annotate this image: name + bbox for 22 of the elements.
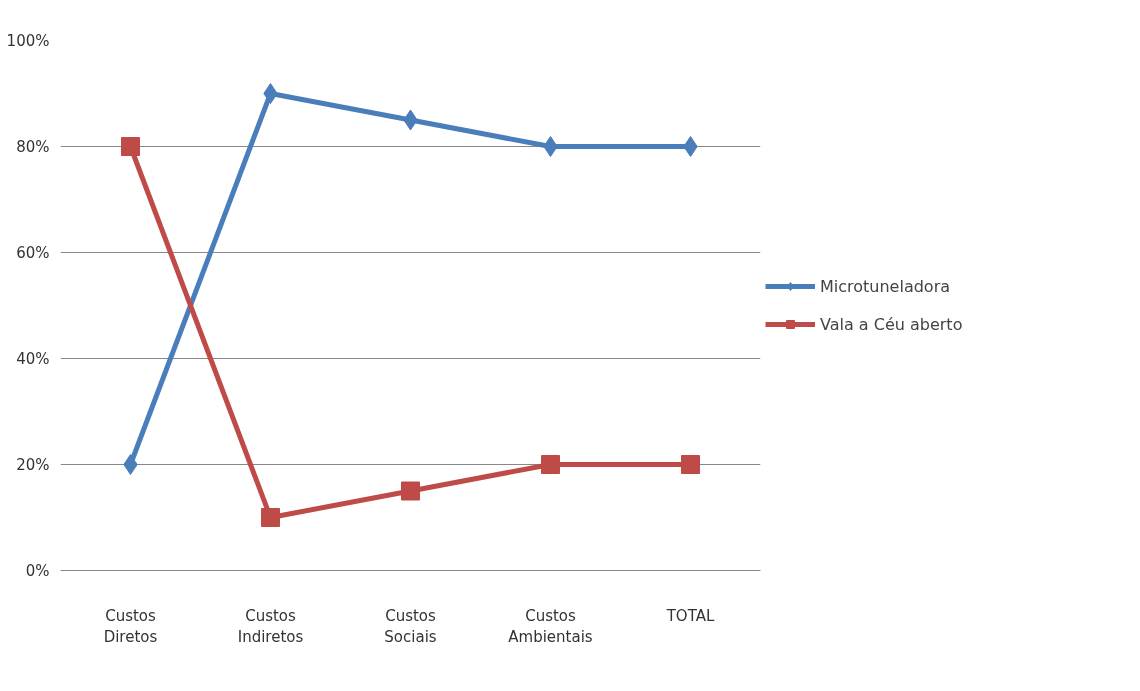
x-tick-label: Custos Indiretos [237,606,304,647]
x-tick-label: TOTAL [665,606,715,625]
point [261,508,280,527]
x-tick-label: Custos Diretos [103,606,158,647]
point [543,136,558,157]
y-tick-label: 40% [16,349,50,368]
point [123,454,138,475]
point [401,481,420,501]
point [263,83,278,104]
y-tick-label: 60% [16,243,50,262]
point [541,455,560,474]
point [121,137,140,156]
y-tick-label: 0% [25,561,50,580]
x-tick-label: Custos Ambientais [508,606,593,647]
x-tick-label: Custos Sociais [384,606,437,647]
y-tick-label: 100% [6,31,50,50]
y-tick-label: 20% [16,455,50,474]
legend-label: Vala a Céu aberto [820,314,963,334]
legend-label: Microtuneladora [820,276,951,296]
point [683,136,698,157]
point [681,455,700,474]
y-tick-label: 80% [16,137,50,156]
